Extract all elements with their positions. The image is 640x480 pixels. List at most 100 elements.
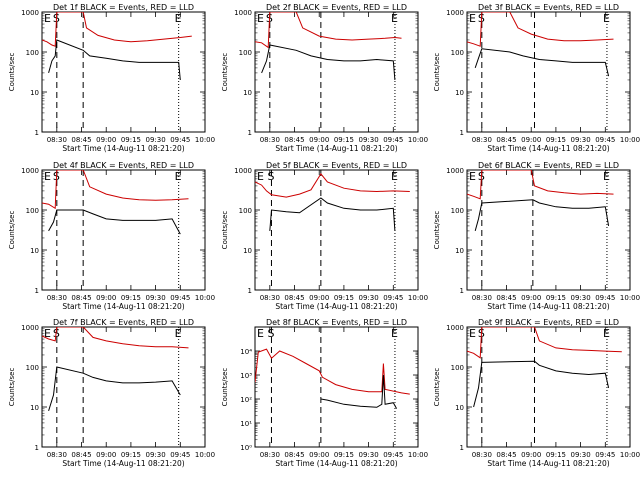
y-axis-label: Counts/sec — [433, 211, 441, 250]
y-tick-label: 1 — [35, 287, 39, 295]
plot-frame — [254, 169, 419, 291]
events-series-line — [269, 197, 396, 231]
detector-panel: Det 8f BLACK = Events, RED = LLD 10⁰ 10¹ 10… — [221, 318, 428, 468]
y-tick-label: 1000 — [446, 324, 464, 332]
plot-frame — [254, 11, 419, 133]
lld-series-line — [255, 348, 410, 395]
x-tick-label: 10:00 — [408, 136, 428, 144]
x-tick-label: 09:15 — [546, 451, 566, 459]
x-tick-label: 09:30 — [146, 294, 166, 302]
y-axis-label: Counts/sec — [8, 211, 16, 250]
time-marker-label: E — [469, 327, 476, 340]
x-tick-label: 08:30 — [472, 451, 492, 459]
x-tick-label: 09:00 — [309, 294, 329, 302]
panel-title: Det 4f BLACK = Events, RED = LLD — [53, 161, 194, 170]
y-tick-label: 1000 — [446, 167, 464, 175]
lld-series-line — [42, 12, 192, 47]
time-marker-label: E — [469, 12, 476, 25]
y-tick-label: 1000 — [234, 167, 252, 175]
time-marker-label: E — [44, 12, 51, 25]
x-tick-label: 09:00 — [521, 136, 541, 144]
x-tick-label: 09:30 — [359, 451, 379, 459]
x-tick-label: 09:15 — [334, 136, 354, 144]
x-tick-label: 08:45 — [71, 451, 91, 459]
y-tick-label: 10 — [30, 89, 39, 97]
x-tick-label: 10:00 — [620, 294, 640, 302]
y-tick-label: 10 — [455, 247, 464, 255]
y-tick-label: 100 — [26, 364, 39, 372]
x-tick-label: 09:45 — [595, 294, 615, 302]
x-tick-label: 09:45 — [595, 451, 615, 459]
lld-series-line — [42, 327, 189, 349]
x-tick-label: 08:45 — [284, 294, 304, 302]
x-tick-label: 08:45 — [496, 451, 516, 459]
y-tick-label: 1000 — [446, 9, 464, 17]
time-marker-label: E — [175, 12, 182, 25]
y-axis-label: Counts/sec — [8, 53, 16, 92]
y-tick-label: 10 — [455, 89, 464, 97]
y-tick-label: 1000 — [21, 324, 39, 332]
y-tick-label: 1 — [460, 287, 464, 295]
y-tick-label: 1 — [35, 444, 39, 452]
x-tick-label: 10:00 — [195, 136, 215, 144]
y-tick-label: 1 — [248, 129, 252, 137]
x-tick-label: 09:45 — [170, 294, 190, 302]
panel-title: Det 1f BLACK = Events, RED = LLD — [53, 3, 194, 12]
x-tick-label: 08:45 — [496, 136, 516, 144]
x-tick-label: 08:30 — [472, 294, 492, 302]
events-series-line — [320, 374, 398, 409]
x-tick-label: 10:00 — [408, 294, 428, 302]
time-marker-label: S — [267, 327, 274, 340]
detector-panel: Det 4f BLACK = Events, RED = LLD 1 10 100 10… — [8, 161, 215, 311]
y-tick-label: 10² — [240, 396, 252, 404]
x-tick-label: 10:00 — [195, 451, 215, 459]
y-axis-label: Counts/sec — [221, 211, 229, 250]
panel-title: Det 9f BLACK = Events, RED = LLD — [478, 318, 619, 327]
plot-frame — [41, 11, 206, 133]
y-tick-label: 100 — [239, 49, 252, 57]
x-axis-label: Start Time (14-Aug-11 08:21:20) — [487, 144, 609, 153]
y-tick-label: 1 — [460, 129, 464, 137]
events-series-line — [473, 360, 610, 408]
lld-series-line — [467, 170, 614, 200]
panel-title: Det 6f BLACK = Events, RED = LLD — [478, 161, 619, 170]
x-axis-label: Start Time (14-Aug-11 08:21:20) — [62, 459, 184, 468]
y-tick-label: 10 — [30, 247, 39, 255]
x-tick-label: 10:00 — [408, 451, 428, 459]
x-tick-label: 09:00 — [96, 451, 116, 459]
events-series-line — [48, 39, 181, 81]
time-marker-label: S — [267, 170, 274, 183]
y-axis-label: Counts/sec — [8, 368, 16, 407]
x-tick-label: 09:45 — [170, 136, 190, 144]
x-tick-label: 10:00 — [195, 294, 215, 302]
time-marker-label: E — [257, 170, 264, 183]
y-tick-label: 10¹ — [240, 420, 252, 428]
x-tick-label: 09:30 — [146, 136, 166, 144]
x-tick-label: 08:30 — [47, 451, 67, 459]
x-tick-label: 08:30 — [47, 294, 67, 302]
time-marker-label: E — [175, 327, 182, 340]
y-axis-label: Counts/sec — [221, 368, 229, 407]
x-tick-label: 09:30 — [571, 294, 591, 302]
detector-panel: Det 2f BLACK = Events, RED = LLD 1 10 100 10… — [221, 3, 428, 153]
x-tick-label: 09:15 — [546, 136, 566, 144]
x-tick-label: 09:30 — [571, 451, 591, 459]
x-tick-label: 09:15 — [334, 294, 354, 302]
x-tick-label: 09:00 — [521, 294, 541, 302]
x-tick-label: 09:00 — [309, 451, 329, 459]
plot-frame — [41, 169, 206, 291]
detector-panel: Det 3f BLACK = Events, RED = LLD 1 10 100 10… — [433, 3, 640, 153]
x-tick-label: 09:45 — [383, 136, 403, 144]
x-tick-label: 09:45 — [383, 294, 403, 302]
time-marker-label: E — [391, 327, 398, 340]
detector-panel: Det 9f BLACK = Events, RED = LLD 1 10 100 10… — [433, 318, 640, 468]
x-tick-label: 09:45 — [170, 451, 190, 459]
x-tick-label: 08:45 — [71, 136, 91, 144]
detector-panel: Det 1f BLACK = Events, RED = LLD 1 10 100 10… — [8, 3, 215, 153]
events-series-line — [474, 199, 610, 232]
x-tick-label: 10:00 — [620, 451, 640, 459]
events-series-line — [474, 48, 610, 77]
x-tick-label: 09:15 — [546, 294, 566, 302]
x-tick-label: 09:15 — [121, 451, 141, 459]
y-tick-label: 10 — [243, 247, 252, 255]
